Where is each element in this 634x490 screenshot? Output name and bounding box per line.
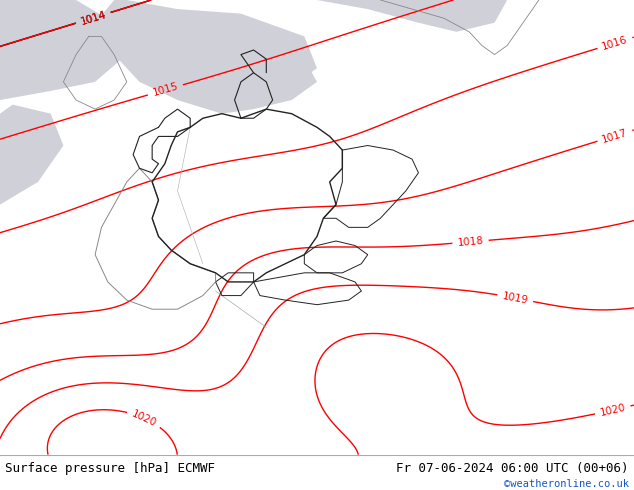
Text: ©weatheronline.co.uk: ©weatheronline.co.uk (504, 479, 629, 489)
Text: 1016: 1016 (601, 34, 629, 51)
Text: 1015: 1015 (152, 81, 179, 98)
Text: 1014: 1014 (79, 9, 107, 26)
Text: Surface pressure [hPa] ECMWF: Surface pressure [hPa] ECMWF (5, 463, 215, 475)
Text: 1020: 1020 (599, 402, 626, 418)
Text: 1018: 1018 (457, 236, 484, 248)
Text: 1019: 1019 (501, 291, 529, 305)
Text: 1020: 1020 (130, 408, 158, 428)
Text: 1017: 1017 (601, 127, 629, 145)
Text: 1014: 1014 (79, 9, 107, 26)
Text: Fr 07-06-2024 06:00 UTC (00+06): Fr 07-06-2024 06:00 UTC (00+06) (396, 462, 629, 475)
